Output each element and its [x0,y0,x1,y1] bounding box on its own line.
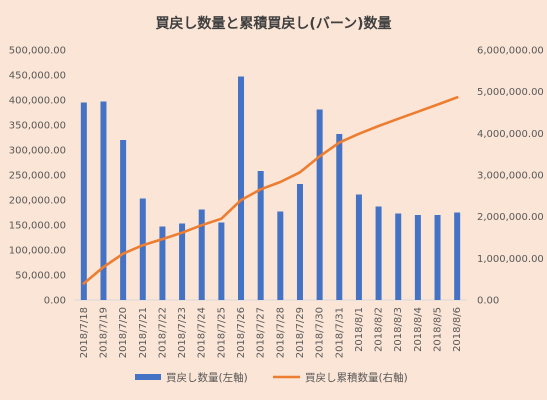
x-tick-label: 2018/7/29 [295,307,306,358]
bar [454,212,461,300]
right-y-tick-label: 5,000,000.00 [477,87,544,98]
bar [257,171,264,300]
bar [179,223,186,300]
left-y-tick-label: 300,000.00 [9,146,66,157]
left-y-tick-label: 400,000.00 [9,96,66,107]
right-y-tick-label: 1,000,000.00 [477,254,544,265]
x-tick-label: 2018/7/19 [98,307,109,358]
x-tick-label: 2018/8/2 [374,307,385,352]
x-tick-label: 2018/8/3 [393,307,404,352]
bar [336,134,343,300]
x-tick-label: 2018/7/18 [79,307,90,358]
left-y-tick-label: 350,000.00 [9,121,66,132]
x-tick-label: 2018/7/31 [334,307,345,358]
bar-series [80,76,461,300]
left-y-tick-label: 450,000.00 [9,71,66,82]
bar [238,76,245,300]
legend-line-label: 買戻し累積数量(右軸) [305,371,408,384]
bar [159,226,166,300]
right-y-tick-label: 6,000,000.00 [477,46,544,57]
bar [80,102,87,300]
x-tick-label: 2018/7/22 [157,307,168,358]
x-tick-label: 2018/7/30 [315,307,326,358]
legend: 買戻し数量(左軸) 買戻し累積数量(右軸) [135,371,408,384]
x-tick-label: 2018/8/4 [413,307,424,352]
x-tick-label: 2018/7/24 [197,307,208,358]
x-tick-label: 2018/8/5 [433,307,444,352]
right-y-axis: 0.00 1,000,000.00 2,000,000.00 3,000,000.00… [477,46,544,307]
bar [277,211,284,300]
bar [139,198,146,300]
x-tick-label: 2018/7/25 [216,307,227,358]
x-tick-label: 2018/7/23 [177,307,188,358]
cumulative-line [82,96,459,285]
bar [375,206,382,300]
legend-bar-swatch [135,374,161,380]
bar [120,140,127,300]
line-series [82,96,459,285]
x-axis: 2018/7/18 2018/7/19 2018/7/20 2018/7/21 2018… [74,299,467,358]
left-y-tick-label: 150,000.00 [9,221,66,232]
left-y-tick-label: 200,000.00 [9,196,66,207]
x-tick-label: 2018/7/21 [138,307,149,358]
bar [198,209,205,300]
bar [355,194,362,300]
right-y-tick-label: 0.00 [477,296,499,307]
right-y-tick-label: 2,000,000.00 [477,212,544,223]
x-tick-label: 2018/7/20 [118,307,129,358]
x-tick-label: 2018/8/1 [354,307,365,352]
x-tick-label: 2018/7/26 [236,307,247,358]
chart-title: 買戻し数量と累積買戻し(バーン)数量 [155,15,391,32]
legend-bar-label: 買戻し数量(左軸) [166,371,248,384]
left-y-tick-label: 50,000.00 [15,271,66,282]
bar [395,213,402,300]
left-y-tick-label: 0.00 [44,296,66,307]
x-tick-label: 2018/7/27 [256,307,267,358]
bar [316,109,323,300]
right-y-tick-label: 4,000,000.00 [477,129,544,140]
bar [296,184,303,300]
left-y-tick-label: 250,000.00 [9,171,66,182]
bar [100,101,107,300]
left-y-axis: 0.00 50,000.00 100,000.00 150,000.00 200,000… [9,46,66,307]
bar [414,215,421,300]
bar [218,222,225,300]
left-y-tick-label: 500,000.00 [9,46,66,57]
left-y-tick-label: 100,000.00 [9,246,66,257]
x-tick-label: 2018/8/6 [452,307,463,352]
right-y-tick-label: 3,000,000.00 [477,171,544,182]
bar [434,215,441,300]
x-tick-label: 2018/7/28 [275,307,286,358]
